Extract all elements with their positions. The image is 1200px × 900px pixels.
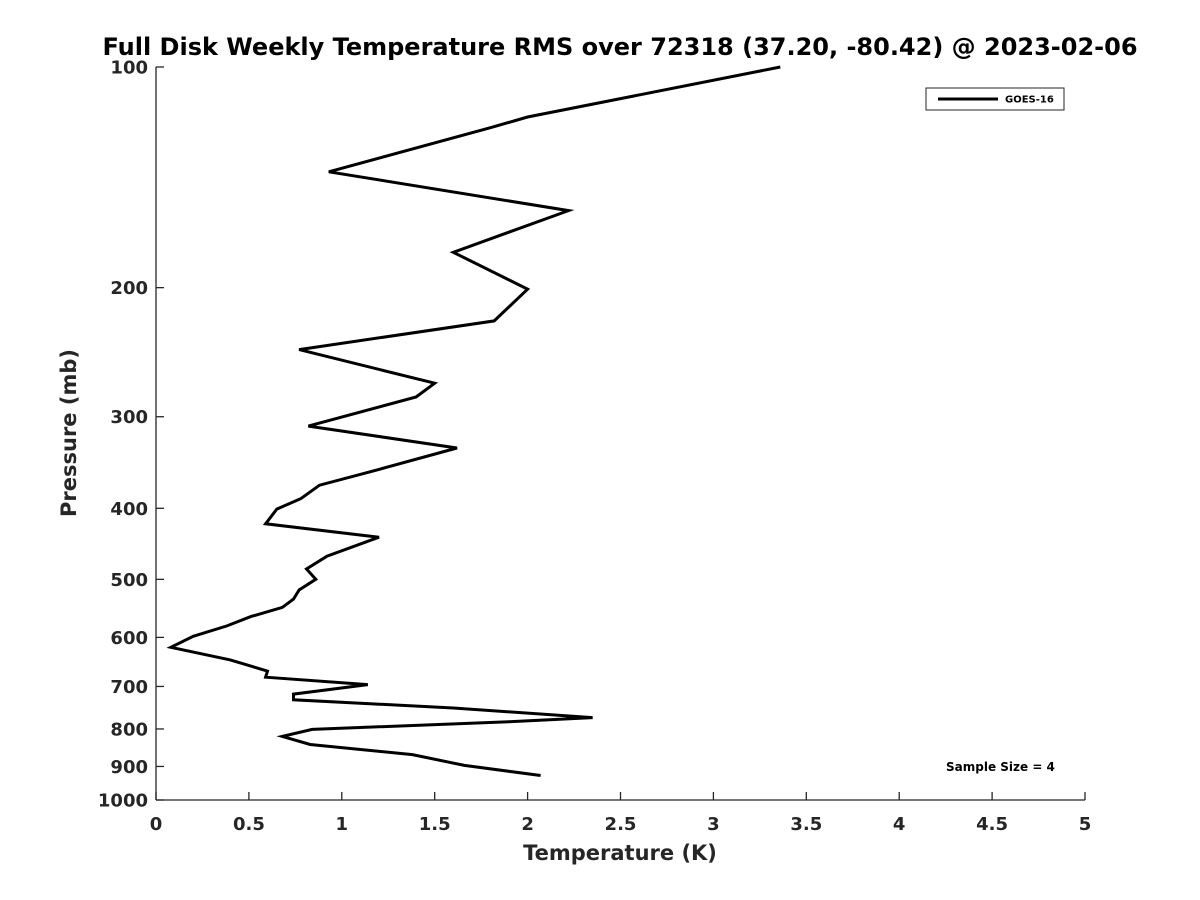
legend-label: GOES-16 [1005,95,1054,106]
chart-title: Full Disk Weekly Temperature RMS over 72… [102,33,1137,61]
x-tick-label: 0.5 [233,814,265,835]
plot-area [156,67,1085,800]
x-tick-label: 4.5 [976,814,1008,835]
y-tick-label: 900 [110,757,148,778]
y-tick-label: 100 [110,58,148,79]
x-tick-label: 1.5 [419,814,451,835]
series-line-goes-16 [166,65,781,777]
y-tick-label: 300 [110,407,148,428]
x-tick-label: 2.5 [605,814,637,835]
x-tick-label: 3 [707,814,720,835]
x-tick-label: 1 [336,814,349,835]
y-tick-label: 800 [110,719,148,740]
y-tick-label: 700 [110,677,148,698]
legend: GOES-16 [925,87,1065,111]
x-axis-label: Temperature (K) [523,841,717,865]
y-tick-label: 500 [110,570,148,591]
y-tick-label: 600 [110,628,148,649]
y-tick-label: 1000 [98,791,148,812]
y-tick-label: 400 [110,499,148,520]
x-tick-label: 5 [1079,814,1092,835]
x-tick-label: 2 [521,814,534,835]
sample-size-annotation: Sample Size = 4 [946,760,1055,774]
y-tick-label: 200 [110,278,148,299]
x-tick-label: 4 [893,814,906,835]
x-tick-label: 0 [150,814,163,835]
y-axis-label: Pressure (mb) [57,349,81,517]
x-tick-label: 3.5 [790,814,822,835]
